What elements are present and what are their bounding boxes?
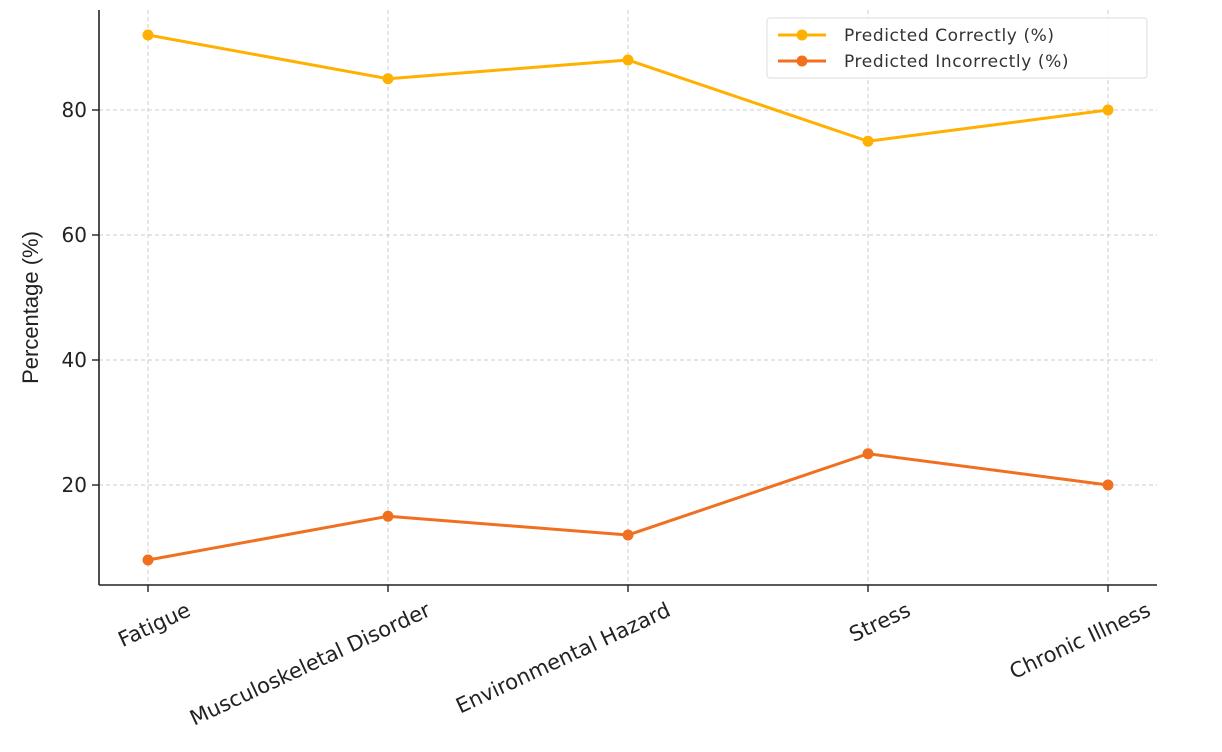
y-tick-label: 20 xyxy=(62,473,87,497)
series-1-point xyxy=(862,135,874,147)
x-tick-label: Environmental Hazard xyxy=(452,598,674,718)
series-1-point xyxy=(622,54,634,66)
y-tick-label: 80 xyxy=(62,98,87,122)
x-tick-label: Fatigue xyxy=(114,598,194,652)
y-axis-title: Percentage (%) xyxy=(18,231,43,384)
legend-swatch-marker xyxy=(796,29,808,41)
legend-label: Predicted Correctly (%) xyxy=(844,26,1055,46)
series-1-point xyxy=(382,73,394,85)
grid xyxy=(99,10,1157,585)
legend-swatch-marker xyxy=(796,55,808,67)
series xyxy=(142,29,1114,566)
y-tick-label: 40 xyxy=(62,348,87,372)
axes xyxy=(92,10,1157,592)
series-2-point xyxy=(622,529,634,541)
series-2-point xyxy=(382,510,394,522)
legend: Predicted Correctly (%) Predicted Incorre… xyxy=(766,17,1148,79)
x-tick-label: Stress xyxy=(845,598,914,647)
x-tick-label: Musculoskeletal Disorder xyxy=(186,598,434,731)
legend-items: Predicted Correctly (%) Predicted Incorre… xyxy=(778,26,1069,72)
y-tick-label: 60 xyxy=(62,223,87,247)
series-2-point xyxy=(1102,479,1114,491)
series-2-point xyxy=(862,448,874,460)
series-1-point xyxy=(1102,104,1114,116)
legend-label: Predicted Incorrectly (%) xyxy=(844,52,1069,72)
series-1-point xyxy=(142,29,154,41)
series-2-point xyxy=(142,554,154,566)
legend-frame xyxy=(766,17,1148,79)
x-tick-label: Chronic Illness xyxy=(1006,598,1154,684)
